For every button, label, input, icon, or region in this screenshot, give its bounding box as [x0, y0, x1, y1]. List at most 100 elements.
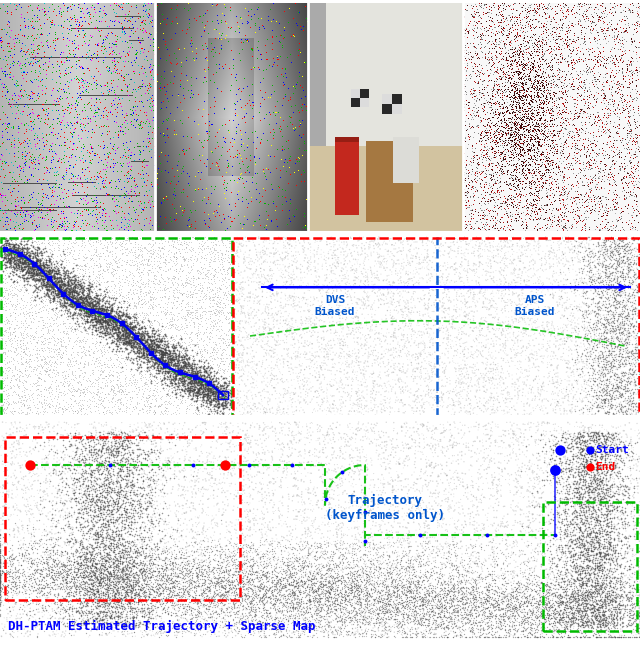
Point	[198, 506, 209, 516]
Point	[285, 580, 295, 590]
Point	[312, 584, 323, 595]
Point	[354, 322, 364, 333]
Point	[336, 565, 346, 575]
Point	[545, 534, 555, 545]
Point	[561, 492, 572, 502]
Point	[229, 587, 239, 597]
Point	[603, 549, 613, 559]
Point	[122, 320, 132, 331]
Point	[591, 475, 602, 485]
Point	[230, 624, 240, 635]
Point	[359, 255, 369, 266]
Point	[38, 336, 48, 346]
Point	[132, 546, 142, 557]
Point	[415, 616, 426, 627]
Point	[294, 572, 305, 582]
Point	[328, 259, 338, 269]
Point	[545, 563, 556, 574]
Point	[417, 593, 427, 603]
Point	[33, 269, 44, 279]
Point	[333, 254, 343, 265]
Point	[564, 257, 575, 267]
Point	[633, 310, 640, 320]
Point	[443, 242, 453, 252]
Point	[132, 491, 143, 502]
Point	[86, 563, 97, 573]
Point	[40, 550, 50, 560]
Point	[545, 582, 555, 592]
Point	[98, 590, 108, 601]
Point	[445, 555, 455, 565]
Point	[178, 573, 188, 584]
Point	[364, 348, 374, 358]
Point	[316, 362, 326, 373]
Point	[109, 455, 120, 466]
Point	[592, 341, 602, 351]
Point	[0, 597, 6, 608]
Point	[139, 338, 149, 348]
Point	[50, 411, 60, 422]
Point	[22, 563, 33, 573]
Point	[518, 483, 528, 493]
Point	[616, 550, 627, 560]
Point	[94, 589, 104, 599]
Point	[332, 595, 342, 606]
Point	[48, 576, 58, 587]
Point	[360, 348, 371, 358]
Point	[452, 388, 462, 399]
Point	[397, 595, 407, 605]
Point	[598, 509, 609, 519]
Point	[80, 591, 90, 601]
Point	[220, 269, 230, 279]
Point	[367, 625, 377, 635]
Point	[95, 614, 106, 625]
Point	[131, 571, 141, 581]
Point	[35, 331, 45, 341]
Point	[0, 479, 8, 490]
Point	[543, 251, 554, 261]
Point	[593, 246, 604, 257]
Point	[85, 465, 95, 476]
Point	[588, 539, 598, 550]
Point	[168, 382, 178, 392]
Point	[496, 489, 506, 500]
Point	[323, 595, 333, 605]
Point	[124, 594, 134, 605]
Point	[587, 554, 597, 565]
Point	[125, 267, 135, 278]
Point	[149, 281, 159, 291]
Point	[397, 437, 408, 447]
Point	[591, 447, 601, 457]
Point	[425, 504, 435, 514]
Point	[138, 353, 148, 364]
Point	[555, 514, 565, 524]
Point	[548, 365, 559, 376]
Point	[542, 584, 552, 594]
Point	[572, 603, 582, 613]
Point	[615, 248, 625, 259]
Point	[378, 599, 388, 609]
Point	[552, 616, 562, 627]
Point	[586, 458, 596, 468]
Point	[172, 581, 182, 591]
Point	[396, 246, 406, 256]
Point	[259, 624, 269, 635]
Point	[30, 275, 40, 286]
Point	[87, 493, 97, 503]
Point	[3, 335, 13, 345]
Point	[227, 604, 237, 614]
Point	[576, 600, 586, 610]
Point	[604, 272, 614, 282]
Point	[492, 339, 502, 349]
Point	[601, 324, 611, 334]
Point	[423, 252, 433, 262]
Point	[488, 620, 498, 630]
Point	[180, 347, 191, 358]
Point	[176, 360, 186, 371]
Point	[127, 328, 137, 338]
Point	[260, 500, 270, 510]
Point	[616, 432, 627, 442]
Point	[71, 515, 81, 526]
Point	[327, 582, 337, 593]
Point	[297, 295, 307, 306]
